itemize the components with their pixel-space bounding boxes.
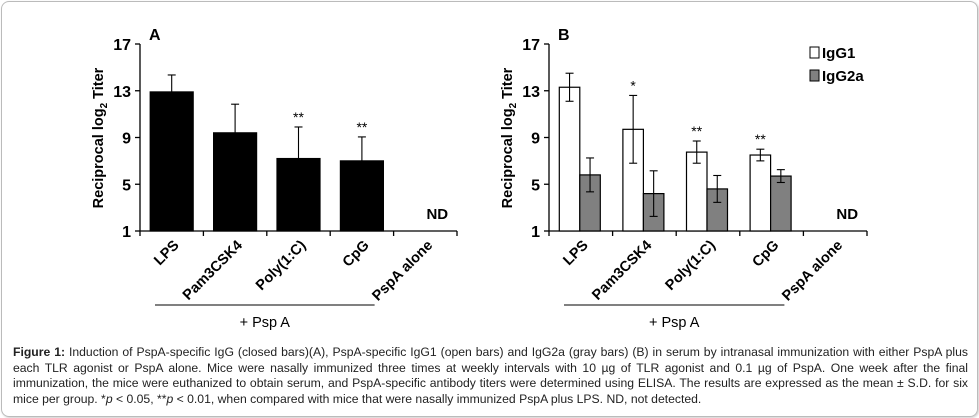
y-axis-label-tail: Titer — [91, 67, 107, 103]
bar-igg — [339, 160, 384, 232]
group-label: + Psp A — [649, 315, 700, 331]
y-axis-label-tail: Titer — [500, 67, 516, 103]
bar-igg2a — [769, 175, 792, 232]
y-axis-label-main: Reciprocal log — [500, 108, 516, 208]
y-tick-label: 5 — [122, 177, 131, 194]
caption-text-2: < 0.05, ** — [112, 391, 167, 406]
category-label: PspA alone — [369, 238, 436, 305]
significance-marker: ** — [293, 109, 304, 125]
significance-marker: ** — [691, 123, 702, 139]
group-label: + Psp A — [240, 315, 291, 331]
y-tick-label: 17 — [113, 37, 131, 54]
caption-p1: p — [105, 391, 113, 406]
category-label: LPS — [151, 237, 182, 268]
y-axis-label: Reciprocal log2 Titer — [500, 67, 519, 208]
nd-label: ND — [836, 206, 858, 223]
caption-p2: p — [166, 391, 174, 406]
bar-igg1 — [685, 151, 708, 232]
bar-igg — [149, 91, 194, 232]
nd-label: ND — [426, 206, 448, 223]
y-tick-label: 13 — [113, 84, 131, 101]
bar-igg — [213, 132, 258, 232]
y-axis-label-subscript: 2 — [99, 102, 110, 108]
panel-label: B — [558, 27, 570, 44]
y-tick-label: 13 — [522, 84, 540, 101]
bar-igg1 — [749, 154, 772, 232]
category-label: LPS — [560, 237, 591, 268]
significance-marker: ** — [356, 119, 367, 135]
category-label: CpG — [340, 238, 373, 271]
y-tick-label: 5 — [531, 177, 540, 194]
y-axis-label: Reciprocal log2 Titer — [91, 67, 110, 208]
legend-label-igg1: IgG1 — [822, 45, 855, 62]
y-tick-label: 17 — [522, 37, 540, 54]
category-label: Poly(1:C) — [253, 237, 309, 293]
figure-caption: Figure 1: Induction of PspA-specific IgG… — [13, 345, 968, 407]
category-label: Pam3CSK4 — [589, 238, 655, 304]
panel-label: A — [149, 27, 161, 44]
y-tick-label: 1 — [531, 224, 540, 241]
bar-igg — [276, 157, 321, 232]
significance-marker: ** — [755, 131, 766, 147]
legend-swatch-igg1 — [809, 46, 820, 59]
y-axis-label-subscript: 2 — [508, 102, 519, 108]
category-label: Pam3CSK4 — [180, 238, 246, 304]
y-tick-label: 9 — [122, 131, 131, 148]
category-label: Poly(1:C) — [663, 237, 719, 293]
significance-marker: * — [630, 77, 636, 93]
y-tick-label: 9 — [531, 131, 540, 148]
bar-igg1 — [558, 86, 581, 232]
legend-label-igg2a: IgG2a — [822, 68, 864, 85]
y-tick-label: 1 — [122, 224, 131, 241]
y-axis-label-main: Reciprocal log — [91, 108, 107, 208]
category-label: CpG — [749, 238, 782, 271]
caption-text-1: Induction of PspA-specific IgG (closed b… — [13, 345, 968, 406]
category-label: PspA alone — [779, 238, 846, 305]
legend-swatch-igg2a — [809, 69, 820, 82]
caption-text-3: < 0.01, when compared with mice that wer… — [173, 391, 702, 406]
caption-label: Figure 1: — [13, 345, 66, 359]
